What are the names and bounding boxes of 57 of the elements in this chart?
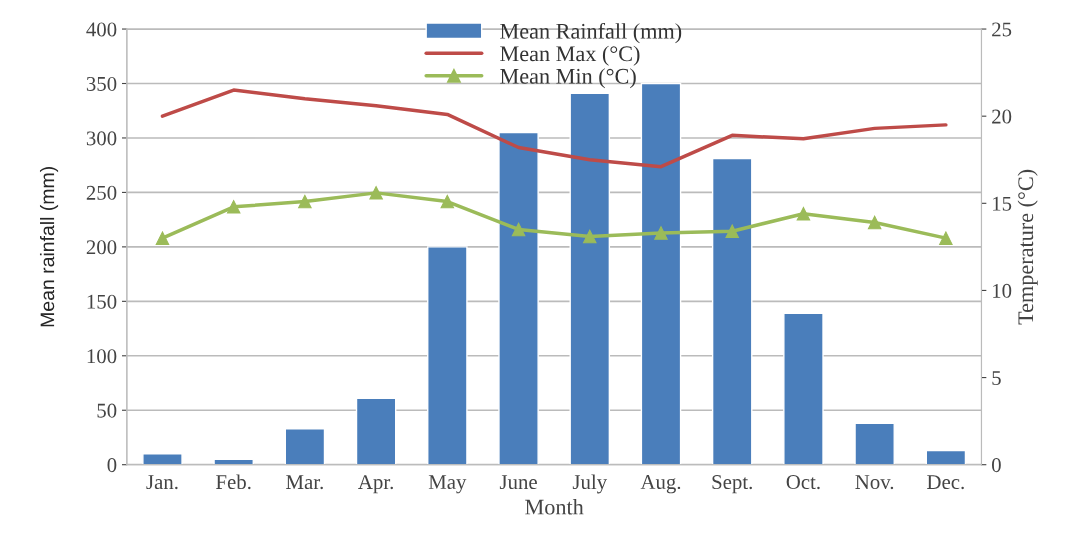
bar [640, 82, 682, 465]
x-tick-label: July [572, 474, 608, 494]
y2-tick-label: 10 [993, 283, 1012, 298]
y2-tick-label: 20 [992, 109, 1012, 124]
bar [569, 92, 611, 465]
y-tick-label: 100 [87, 349, 117, 364]
point [725, 224, 739, 238]
line-series [160, 88, 948, 169]
x-tick-label: June [499, 475, 537, 490]
bar [783, 312, 824, 465]
point [583, 229, 597, 244]
point [298, 194, 312, 209]
bar [711, 157, 753, 465]
x-tick-label: May [428, 475, 467, 494]
bar [355, 397, 397, 465]
x-tick-label: Apr. [358, 475, 393, 494]
point [654, 226, 668, 240]
point [226, 200, 241, 214]
legend-label: Mean Max (°C) [500, 45, 640, 66]
point [440, 194, 455, 209]
x-tick-label: Feb. [216, 474, 251, 490]
y-tick-label: 150 [87, 294, 117, 309]
y-tick-label: 50 [97, 403, 117, 418]
x-tick-label: Dec. [927, 475, 964, 490]
x-tick-label: Oct. [786, 475, 820, 490]
y-tick-label: 350 [86, 76, 117, 91]
point [511, 222, 526, 237]
x-tick-label: Aug. [640, 475, 681, 494]
x-tick-label: Mar. [286, 475, 323, 490]
x-tick-label: Sept. [712, 475, 752, 494]
point [939, 231, 953, 245]
point [155, 231, 170, 245]
bar [925, 449, 967, 465]
y2-tick-label: 5 [992, 371, 1001, 386]
y-tick-label: 200 [86, 240, 117, 255]
x-axis-title: Month [525, 498, 584, 515]
y-tick-label: 400 [86, 22, 117, 37]
bar [142, 453, 183, 465]
bar [498, 131, 539, 465]
x-tick-label: Jan. [146, 475, 178, 490]
y2-tick-label: 0 [991, 458, 1001, 473]
legend-label: Mean Min (°C) [500, 68, 636, 89]
y-tick-label: 300 [86, 131, 117, 146]
bar [854, 422, 895, 465]
x-tick-label: Nov. [855, 475, 894, 490]
y-tick-label: 0 [107, 458, 117, 473]
bar [427, 246, 468, 465]
y2-tick-label: 15 [993, 196, 1012, 211]
point [796, 206, 811, 221]
y-tick-label: 250 [86, 185, 117, 200]
legend-label: Mean Rainfall (mm) [500, 22, 682, 44]
y-axis-title: Mean rainfall (mm) [39, 167, 59, 327]
bar [284, 428, 326, 465]
y2-tick-label: 25 [992, 22, 1012, 37]
point [867, 215, 882, 230]
y2-axis-title: Temperature (°C) [1017, 169, 1038, 325]
point [369, 186, 383, 200]
